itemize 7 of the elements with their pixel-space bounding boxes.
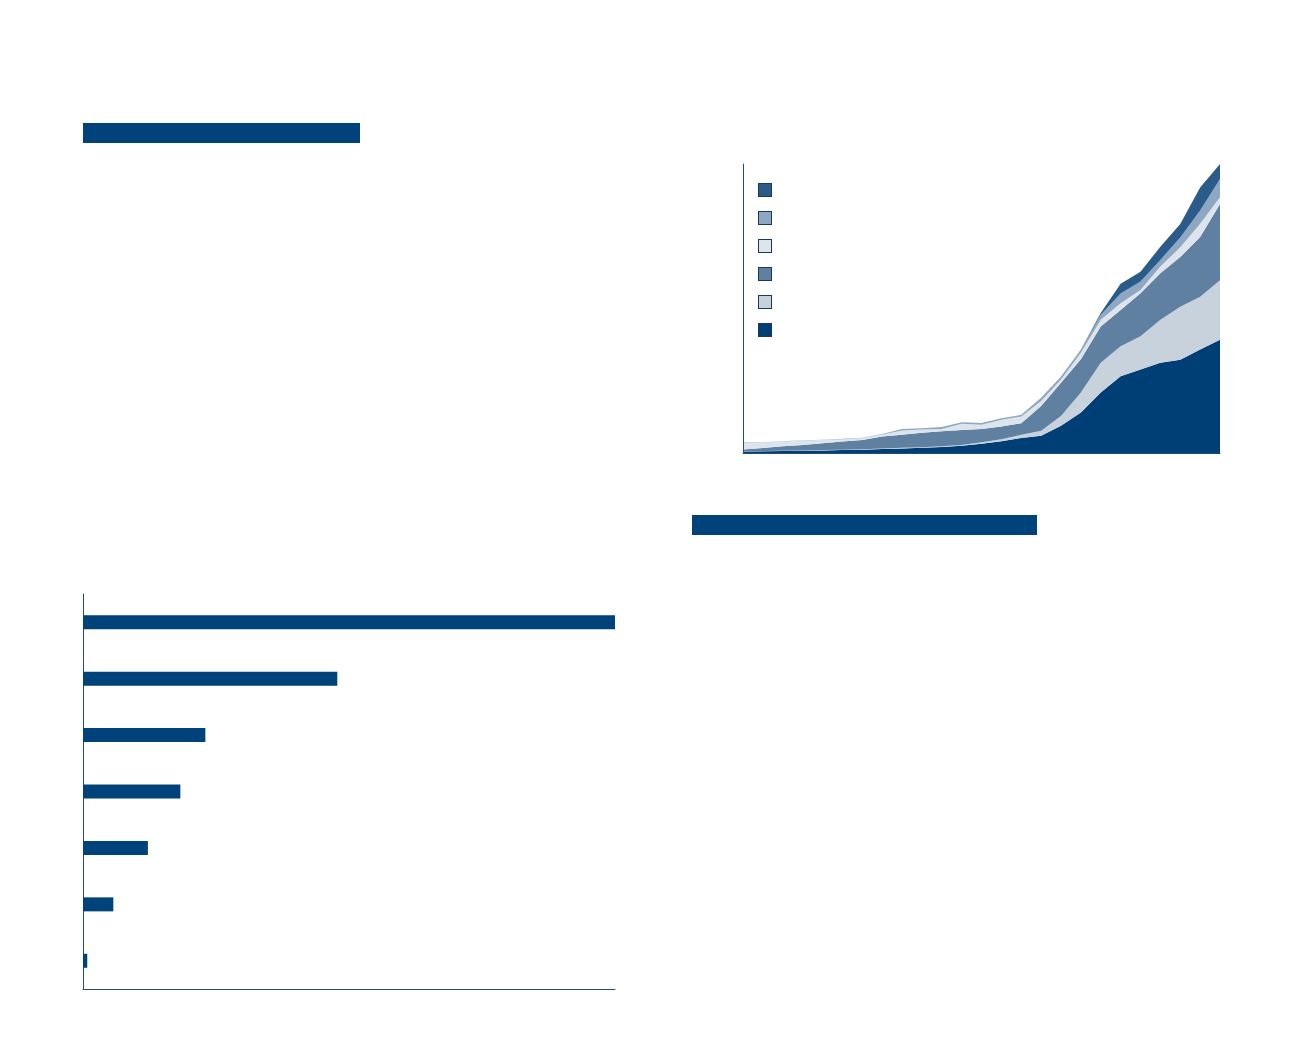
bar bbox=[83, 953, 88, 968]
bar bbox=[83, 615, 615, 630]
bar bbox=[83, 671, 338, 686]
bar bbox=[83, 897, 114, 912]
bar bbox=[83, 784, 181, 799]
bar bbox=[83, 728, 206, 743]
bar bbox=[83, 840, 148, 855]
